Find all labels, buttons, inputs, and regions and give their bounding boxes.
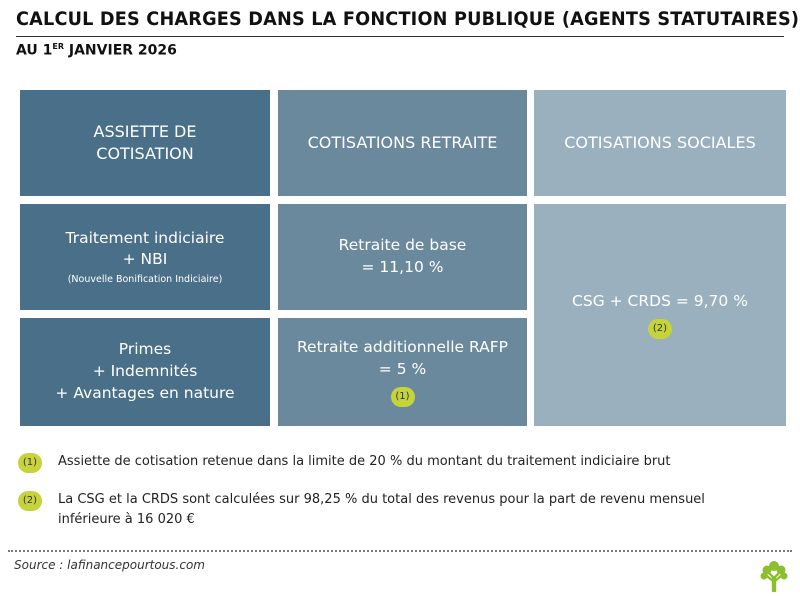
cell-traitement-indiciaire: Traitement indiciaire + NBI (Nouvelle Bo… xyxy=(20,204,270,310)
header-cotisations-sociales: COTISATIONS SOCIALES xyxy=(534,90,786,196)
footnote-1-text: Assiette de cotisation retenue dans la l… xyxy=(58,454,671,469)
footer-divider xyxy=(8,550,792,552)
page-subtitle: AU 1ER JANVIER 2026 xyxy=(16,42,177,59)
footnote-2-badge: (2) xyxy=(18,491,42,511)
footnote-1: (1) Assiette de cotisation retenue dans … xyxy=(18,452,671,473)
header-cotisations-retraite: COTISATIONS RETRAITE xyxy=(278,90,527,196)
footnote-2: (2) La CSG et la CRDS sont calculées sur… xyxy=(18,490,705,530)
cell-retraite-de-base: Retraite de base = 11,10 % xyxy=(278,204,527,310)
header-assiette-cotisation: ASSIETTE DE COTISATION xyxy=(20,90,270,196)
footnote-badge-2: (2) xyxy=(648,318,672,339)
footnote-2-text-line2: inférieure à 16 020 € xyxy=(58,512,195,528)
cell-retraite-rafp: Retraite additionnelle RAFP = 5 % (1) xyxy=(278,318,527,426)
footnote-2-text-line1: La CSG et la CRDS sont calculées sur 98,… xyxy=(58,492,705,507)
cell-primes-indemnites: Primes + Indemnités + Avantages en natur… xyxy=(20,318,270,426)
cell-csg-crds: CSG + CRDS = 9,70 % (2) xyxy=(534,204,786,426)
tree-icon xyxy=(760,561,788,593)
page-title: CALCUL DES CHARGES DANS LA FONCTION PUBL… xyxy=(16,8,800,30)
footnote-badge-1: (1) xyxy=(390,386,415,407)
source-credit: Source : lafinancepourtous.com xyxy=(14,558,205,572)
title-divider xyxy=(16,36,784,37)
footnote-1-badge: (1) xyxy=(18,453,42,473)
